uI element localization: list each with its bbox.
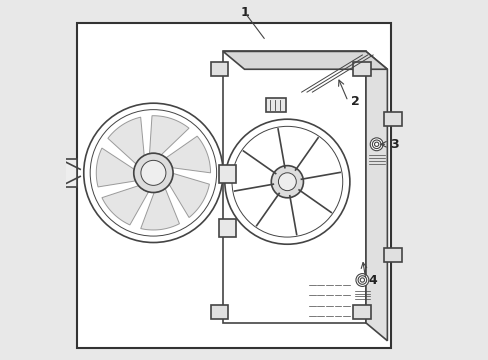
Text: 3: 3 [389, 138, 398, 151]
Circle shape [271, 166, 303, 198]
Polygon shape [166, 136, 210, 173]
Text: 2: 2 [350, 95, 359, 108]
Circle shape [357, 276, 366, 284]
FancyBboxPatch shape [353, 305, 370, 319]
FancyBboxPatch shape [353, 62, 370, 76]
Polygon shape [141, 189, 179, 230]
FancyBboxPatch shape [383, 112, 401, 126]
Polygon shape [108, 117, 144, 164]
FancyBboxPatch shape [210, 305, 228, 319]
FancyBboxPatch shape [77, 23, 390, 348]
Circle shape [278, 173, 296, 191]
FancyBboxPatch shape [265, 98, 285, 112]
Circle shape [355, 274, 368, 287]
Circle shape [134, 153, 173, 193]
Circle shape [224, 119, 349, 244]
FancyBboxPatch shape [383, 248, 401, 262]
Polygon shape [223, 51, 365, 323]
Circle shape [141, 160, 165, 185]
Text: 4: 4 [368, 274, 377, 287]
FancyBboxPatch shape [219, 219, 235, 237]
Polygon shape [102, 186, 148, 225]
Polygon shape [149, 116, 189, 155]
Polygon shape [169, 174, 209, 217]
Polygon shape [365, 51, 386, 341]
Polygon shape [223, 51, 386, 69]
Circle shape [372, 140, 380, 149]
FancyBboxPatch shape [219, 165, 235, 183]
Text: 1: 1 [240, 6, 248, 19]
FancyBboxPatch shape [55, 158, 77, 187]
Circle shape [360, 278, 364, 282]
Circle shape [374, 142, 378, 147]
Polygon shape [96, 148, 135, 187]
FancyBboxPatch shape [210, 62, 228, 76]
Circle shape [369, 138, 382, 151]
